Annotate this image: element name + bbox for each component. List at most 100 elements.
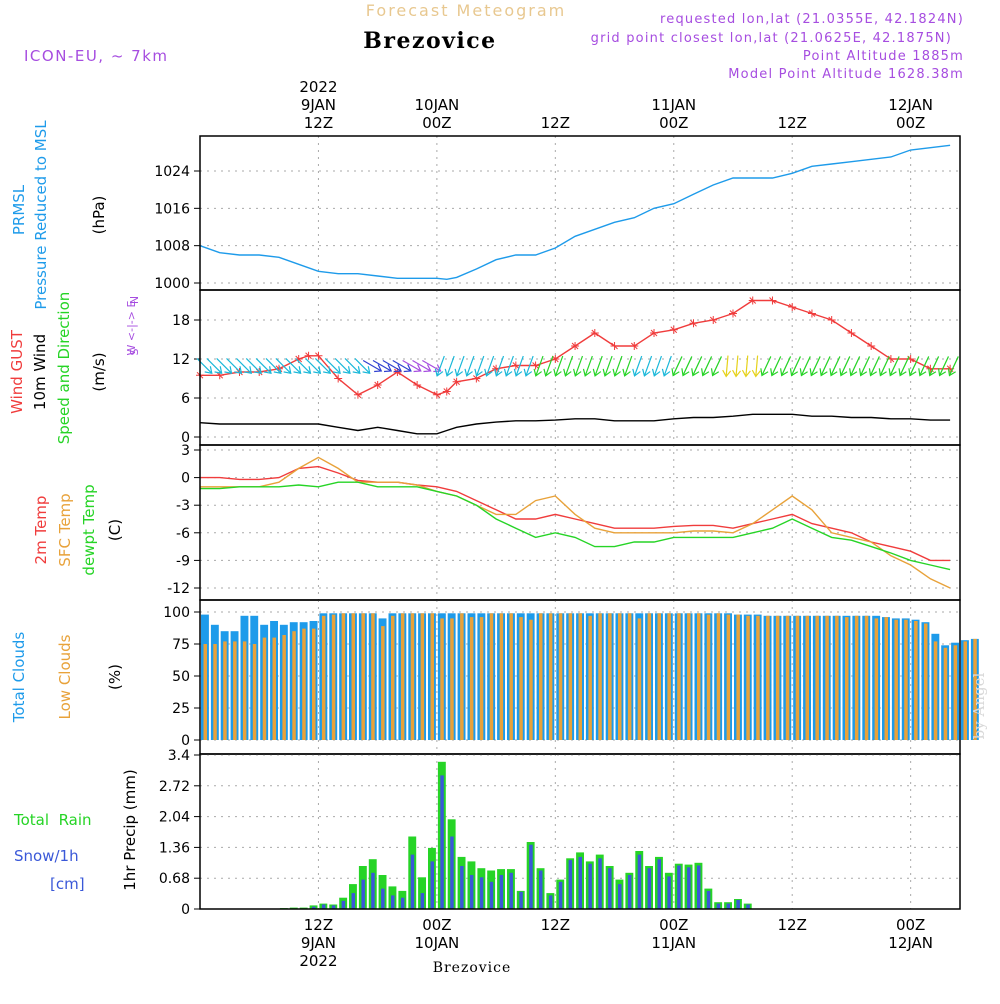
low-clouds-bar — [647, 613, 652, 740]
snow-1h-bar — [450, 836, 454, 909]
y-tick-label: 75 — [172, 637, 190, 653]
y-tick-label: 25 — [172, 701, 190, 717]
low-clouds-bar — [292, 631, 296, 740]
wind-arrow — [503, 355, 514, 377]
y-tick-label: 1000 — [154, 276, 190, 292]
wind-arrow-shaft — [344, 358, 360, 373]
low-clouds-bar — [529, 619, 533, 740]
wind-arrow-head — [908, 368, 917, 377]
wind-arrow — [661, 355, 672, 377]
wind-arrow — [819, 356, 831, 377]
wind-10m-label: 10m Wind — [31, 334, 49, 410]
wind-arrow-head — [760, 368, 769, 377]
wind-arrow — [722, 355, 732, 378]
gust-marker — [610, 342, 619, 350]
wind-arrow — [334, 358, 351, 375]
clouds-unit: (%) — [106, 664, 124, 690]
wind-arrow — [671, 356, 683, 377]
wind-arrow — [799, 356, 811, 377]
low-clouds-bar — [864, 615, 869, 740]
snow-1h-bar — [736, 899, 740, 909]
wind-arrow-head — [503, 368, 513, 377]
wind-arrow-head — [732, 369, 742, 378]
y-tick-label: -6 — [176, 526, 190, 542]
wind-arrow — [809, 356, 821, 377]
wind-arrow-shaft — [545, 355, 554, 376]
wind-arrow — [206, 358, 223, 375]
wind-arrow-head — [780, 368, 789, 377]
snow-1h-bar — [726, 903, 731, 909]
pressure-panel: 1000 1008 1016 1024 — [154, 135, 961, 292]
10m-wind-line — [199, 413, 951, 435]
low-clouds-bar — [627, 613, 632, 740]
top-time-label: 12Z — [778, 114, 807, 132]
wind-arrow-head — [898, 368, 907, 377]
gust-marker — [650, 329, 659, 337]
low-clouds-bar — [588, 615, 592, 740]
snow-1h-bar — [568, 860, 573, 909]
gust-marker — [373, 381, 382, 389]
wind-arrow-shaft — [939, 356, 950, 375]
wind-arrow-shaft — [654, 355, 663, 376]
wind-arrow-head — [839, 368, 848, 377]
wind-arrow — [314, 358, 331, 375]
temp-unit: (C) — [106, 519, 124, 541]
temp-2m-label: 2m Temp — [32, 496, 50, 565]
wind-arrow-shaft — [392, 359, 411, 372]
low-clouds-bar — [272, 637, 276, 740]
snow-1h-bar — [371, 872, 375, 909]
dewpt-temp-line — [200, 481, 951, 571]
snow-1h-bar — [499, 875, 504, 909]
wind-arrow-shaft — [624, 355, 633, 376]
low-clouds-bar — [223, 641, 227, 740]
low-clouds-bar — [460, 613, 464, 740]
low-clouds-bar — [440, 618, 444, 740]
wind-arrow — [444, 355, 455, 377]
wind-arrow-shaft — [206, 358, 222, 373]
wind-arrow-head — [858, 368, 868, 377]
low-clouds-bar — [706, 614, 711, 740]
low-clouds-bar — [677, 613, 681, 740]
low-clouds-bar — [252, 644, 257, 740]
wind-arrow — [245, 358, 262, 375]
wind-arrow — [691, 356, 703, 377]
low-clouds-bar — [657, 613, 661, 740]
wind-arrow — [402, 359, 422, 373]
snow-1h-bar — [637, 854, 642, 909]
wind-arrow-shaft — [850, 356, 861, 375]
wind-speed-direction-label: Speed and Direction — [55, 292, 73, 445]
low-clouds-bar — [351, 613, 355, 740]
snow-1h-bar — [548, 895, 553, 909]
wind-arrow-shaft — [466, 355, 475, 376]
wind-arrow — [344, 358, 361, 375]
compass-west-east: W <-|-> E — [125, 301, 138, 356]
low-clouds-bar — [242, 641, 247, 740]
low-clouds-bar — [203, 644, 207, 740]
wind-arrow-head — [523, 368, 533, 377]
temp-dewpt-label: dewpt Temp — [80, 484, 98, 575]
wind-arrow — [305, 358, 322, 375]
wind-arrow-head — [819, 368, 828, 377]
gust-marker — [669, 325, 678, 334]
wind-arrow-shaft — [476, 355, 485, 376]
wind-arrow — [513, 355, 524, 377]
wind-arrow-shaft — [436, 355, 445, 376]
wind-arrow-head — [293, 366, 302, 375]
wind-arrow-head — [444, 368, 454, 377]
wind-arrow-shaft — [456, 355, 465, 376]
gust-marker — [314, 351, 323, 360]
wind-arrow-head — [632, 368, 641, 377]
snow-1h-bar — [410, 854, 415, 909]
wind-arrow-shaft — [830, 356, 841, 375]
wind-arrow-shaft — [821, 356, 831, 375]
low-clouds-bar — [904, 619, 908, 740]
y-tick-label: 1.36 — [159, 840, 190, 856]
wind-arrow-shaft — [584, 355, 593, 376]
y-tick-label: 100 — [163, 605, 190, 621]
low-clouds-bar — [943, 647, 948, 740]
gust-marker — [551, 355, 560, 363]
wind-arrow-head — [947, 368, 956, 377]
wind-arrow-head — [799, 368, 808, 377]
wind-arrow — [412, 359, 432, 373]
